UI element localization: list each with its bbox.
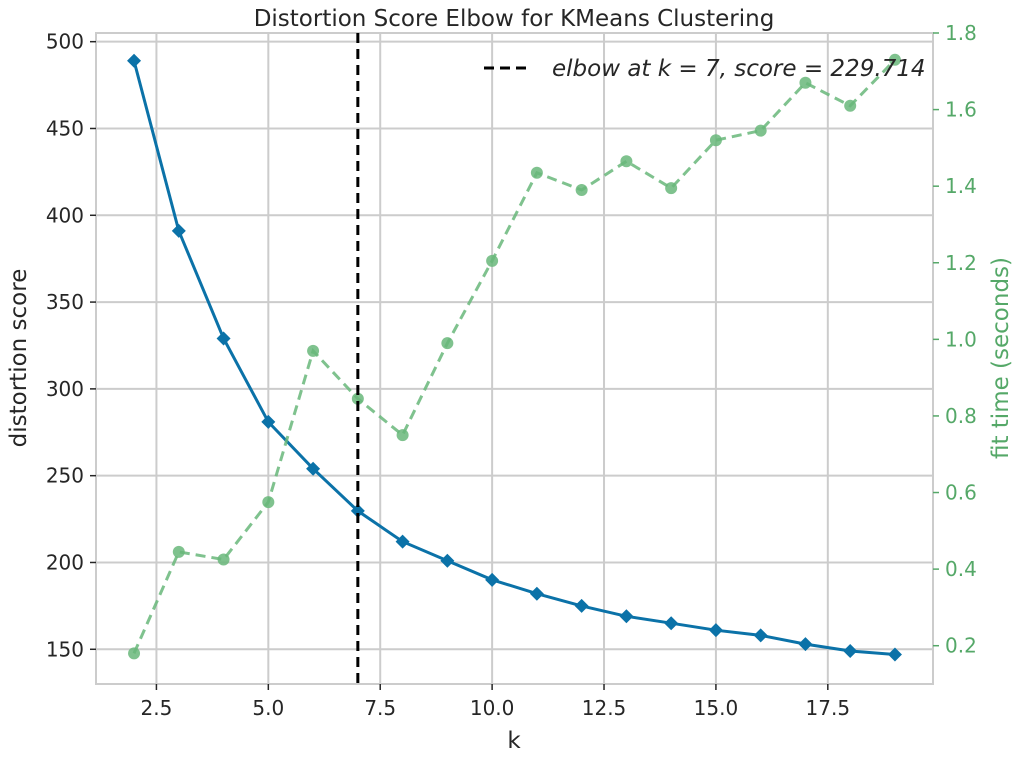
- fit-time-point: [128, 647, 141, 660]
- y-tick-label: 300: [46, 377, 84, 401]
- fit-time-point: [307, 344, 320, 357]
- fit-time-point: [217, 553, 230, 566]
- chart-title: Distortion Score Elbow for KMeans Cluste…: [254, 6, 775, 32]
- fit-time-point: [620, 155, 633, 168]
- y-axis-ticks: 150 200 250 300 350 400 450 500: [46, 30, 96, 661]
- y-axis-label: distortion score: [6, 269, 32, 448]
- fit-time-point: [396, 429, 409, 442]
- fit-time-line: [132, 58, 897, 655]
- y-tick-label: 250: [46, 464, 84, 488]
- y2-axis-ticks: 0.2 0.4 0.6 0.8 1.0 1.2 1.4 1.6 1.8: [933, 21, 977, 658]
- y2-tick-label: 1.8: [945, 21, 977, 45]
- distortion-point: [619, 609, 634, 624]
- fit-time-point: [799, 76, 812, 89]
- distortion-point: [529, 586, 544, 601]
- distortion-point: [485, 572, 500, 587]
- y-tick-label: 400: [46, 203, 84, 227]
- distortion-point: [708, 623, 723, 638]
- fit-time-point: [575, 184, 588, 197]
- fit-time-point: [665, 182, 678, 195]
- x-tick-label: 15.0: [694, 696, 739, 720]
- y2-tick-label: 1.0: [945, 327, 977, 351]
- distortion-point: [753, 628, 768, 643]
- fit-time-point: [441, 337, 454, 350]
- fit-time-point: [351, 392, 364, 405]
- y-tick-label: 150: [46, 637, 84, 661]
- distortion-point: [843, 644, 858, 659]
- fit-time-point: [172, 545, 185, 558]
- legend: elbow at k = 7, score = 229.714: [484, 56, 926, 82]
- x-tick-label: 2.5: [141, 696, 173, 720]
- y2-tick-label: 1.2: [945, 251, 977, 275]
- x-tick-label: 17.5: [806, 696, 851, 720]
- distortion-point: [261, 414, 276, 429]
- fit-time-point: [530, 166, 543, 179]
- distortion-point: [127, 53, 142, 68]
- y2-tick-label: 0.6: [945, 481, 977, 505]
- y2-axis-label: fit time (seconds): [988, 257, 1014, 459]
- distortion-point: [171, 223, 186, 238]
- fit-time-point: [709, 134, 722, 147]
- x-tick-label: 7.5: [364, 696, 396, 720]
- distortion-point: [887, 647, 902, 662]
- distortion-line: [132, 60, 896, 656]
- y2-tick-label: 1.6: [945, 98, 977, 122]
- fit-time-point: [262, 496, 275, 509]
- distortion-point: [306, 461, 321, 476]
- x-tick-label: 12.5: [582, 696, 627, 720]
- y-tick-label: 500: [46, 30, 84, 54]
- legend-elbow-label: elbow at k = 7, score = 229.714: [552, 56, 926, 82]
- y2-tick-label: 0.8: [945, 404, 977, 428]
- fit-time-point: [754, 124, 767, 137]
- y-tick-label: 200: [46, 550, 84, 574]
- distortion-point: [350, 503, 365, 518]
- fit-time-point: [888, 53, 901, 66]
- y-tick-label: 450: [46, 116, 84, 140]
- y2-tick-label: 0.4: [945, 557, 977, 581]
- x-tick-label: 10.0: [470, 696, 515, 720]
- fit-time-point: [486, 254, 499, 267]
- distortion-point: [798, 637, 813, 652]
- fit-time-point: [844, 99, 857, 112]
- distortion-point: [395, 534, 410, 549]
- plot-frame: [95, 32, 934, 685]
- distortion-point: [664, 616, 679, 631]
- distortion-point: [574, 598, 589, 613]
- x-axis-label: k: [507, 728, 521, 754]
- y2-tick-label: 0.2: [945, 634, 977, 658]
- distortion-point: [216, 331, 231, 346]
- series-layer: [127, 53, 902, 662]
- x-axis-ticks: 2.5 5.0 7.5 10.0 12.5 15.0 17.5: [141, 684, 851, 720]
- distortion-point: [440, 553, 455, 568]
- y2-tick-label: 1.4: [945, 174, 977, 198]
- x-tick-label: 5.0: [252, 696, 284, 720]
- y-tick-label: 350: [46, 290, 84, 314]
